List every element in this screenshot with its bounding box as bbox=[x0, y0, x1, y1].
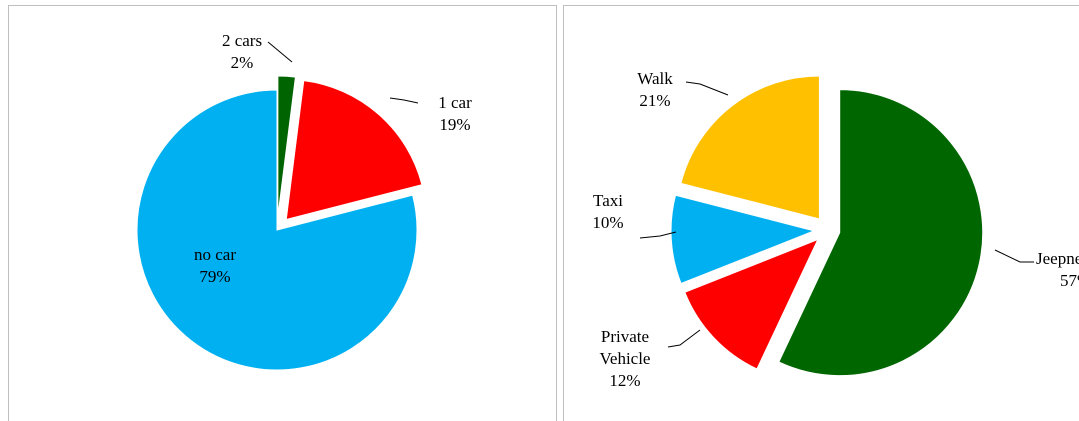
leader-line bbox=[685, 81, 729, 96]
data-label: no car 79% bbox=[170, 244, 260, 288]
category-label: Taxi bbox=[593, 191, 623, 210]
value-label: 19% bbox=[439, 115, 471, 134]
leader-line bbox=[994, 249, 1034, 263]
leader-line bbox=[667, 329, 701, 348]
chart-frame bbox=[563, 5, 1079, 421]
leader-line bbox=[267, 41, 293, 63]
category-label: Walk bbox=[637, 69, 673, 88]
pie-slice bbox=[670, 194, 816, 285]
data-label: Private Vehicle 12% bbox=[580, 326, 670, 392]
chart-frame bbox=[8, 5, 557, 421]
data-label: Walk 21% bbox=[620, 68, 690, 112]
pie-slice bbox=[277, 75, 296, 217]
value-label: 79% bbox=[199, 267, 231, 286]
category-label: no car bbox=[193, 245, 236, 264]
value-label: 12% bbox=[609, 371, 641, 390]
pie-slice bbox=[684, 238, 819, 370]
pie-slice bbox=[680, 75, 820, 220]
value-label: 21% bbox=[639, 91, 671, 110]
category-label: 2 cars bbox=[221, 31, 263, 50]
pie-slice bbox=[778, 89, 984, 377]
data-label: Jeepney 57% bbox=[1036, 248, 1079, 292]
category-label: Private Vehicle bbox=[599, 327, 651, 368]
data-label: Taxi 10% bbox=[578, 190, 638, 234]
leader-line bbox=[639, 231, 677, 239]
pie-slice bbox=[285, 80, 423, 221]
leader-line bbox=[389, 97, 419, 104]
pie-slice bbox=[136, 89, 418, 371]
category-label: 1 car bbox=[438, 93, 472, 112]
value-label: 57% bbox=[1060, 271, 1079, 290]
value-label: 2% bbox=[230, 53, 254, 72]
data-label: 1 car 19% bbox=[420, 92, 490, 136]
data-label: 2 cars 2% bbox=[212, 30, 272, 74]
value-label: 10% bbox=[592, 213, 624, 232]
category-label: Jeepney bbox=[1036, 249, 1079, 268]
